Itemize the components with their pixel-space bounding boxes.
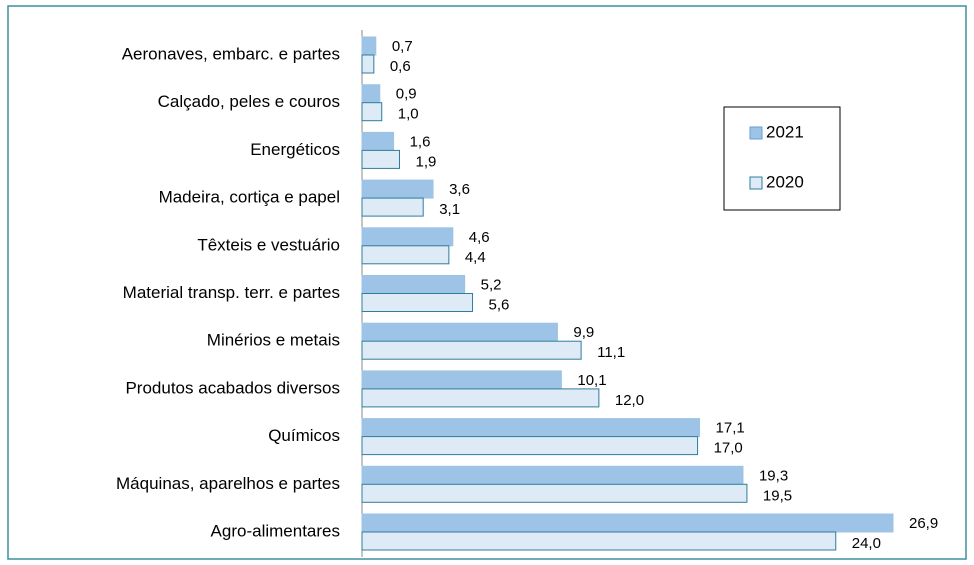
- value-label: 0,9: [396, 86, 417, 103]
- bar: [361, 36, 377, 56]
- category-label: Químicos: [268, 426, 340, 445]
- category-label: Aeronaves, embarc. e partes: [122, 44, 340, 63]
- bar: [361, 483, 748, 503]
- value-label: 10,1: [577, 372, 606, 389]
- value-label: 3,1: [439, 201, 460, 218]
- category-label: Calçado, peles e couros: [158, 92, 340, 111]
- bar: [361, 102, 383, 122]
- bar: [361, 131, 395, 151]
- bar: [361, 54, 375, 74]
- category-label: Minérios e metais: [207, 331, 340, 350]
- legend-label: 2020: [766, 172, 804, 191]
- value-label: 24,0: [852, 535, 881, 552]
- bar: [361, 84, 381, 104]
- category-label: Produtos acabados diversos: [125, 378, 340, 397]
- value-label: 4,6: [469, 229, 490, 246]
- bar: [361, 149, 401, 169]
- legend-box: [723, 106, 841, 211]
- value-label: 5,6: [489, 296, 510, 313]
- value-label: 0,6: [390, 58, 411, 75]
- category-label: Material transp. terr. e partes: [123, 283, 340, 302]
- bar: [361, 465, 744, 485]
- bar: [361, 513, 894, 533]
- bar: [361, 370, 562, 390]
- bar: [361, 275, 466, 294]
- value-label: 1,0: [398, 106, 419, 123]
- value-label: 11,1: [597, 344, 625, 361]
- value-label: 12,0: [615, 392, 644, 409]
- bar: [361, 245, 450, 265]
- value-label: 5,2: [481, 276, 502, 293]
- value-label: 0,7: [392, 38, 413, 55]
- value-label: 9,9: [573, 324, 594, 341]
- bar: [361, 227, 454, 247]
- category-label: Energéticos: [250, 140, 340, 159]
- category-label: Madeira, cortiça e papel: [159, 188, 340, 207]
- value-label: 4,4: [465, 249, 486, 266]
- bar: [361, 531, 837, 551]
- category-label: Agro-alimentares: [211, 521, 340, 540]
- legend-swatch: [749, 126, 763, 140]
- value-label: 19,3: [759, 467, 788, 484]
- legend-label: 2021: [766, 122, 804, 141]
- value-label: 19,5: [763, 487, 792, 504]
- value-label: 1,6: [410, 133, 431, 150]
- value-label: 3,6: [449, 181, 470, 198]
- bar: [361, 322, 558, 342]
- category-label: Máquinas, aparelhos e partes: [116, 474, 340, 493]
- value-label: 17,0: [714, 440, 743, 457]
- value-label: 1,9: [416, 153, 437, 170]
- bar: [361, 388, 600, 408]
- bar: [361, 197, 424, 217]
- value-label: 26,9: [909, 515, 938, 532]
- bar: [361, 418, 701, 438]
- legend-swatch: [749, 176, 763, 190]
- bar: [361, 179, 434, 199]
- bar: [361, 293, 474, 312]
- value-label: 17,1: [716, 420, 745, 437]
- bar: [361, 340, 582, 360]
- bar: [361, 436, 699, 456]
- category-label: Têxteis e vestuário: [197, 235, 340, 254]
